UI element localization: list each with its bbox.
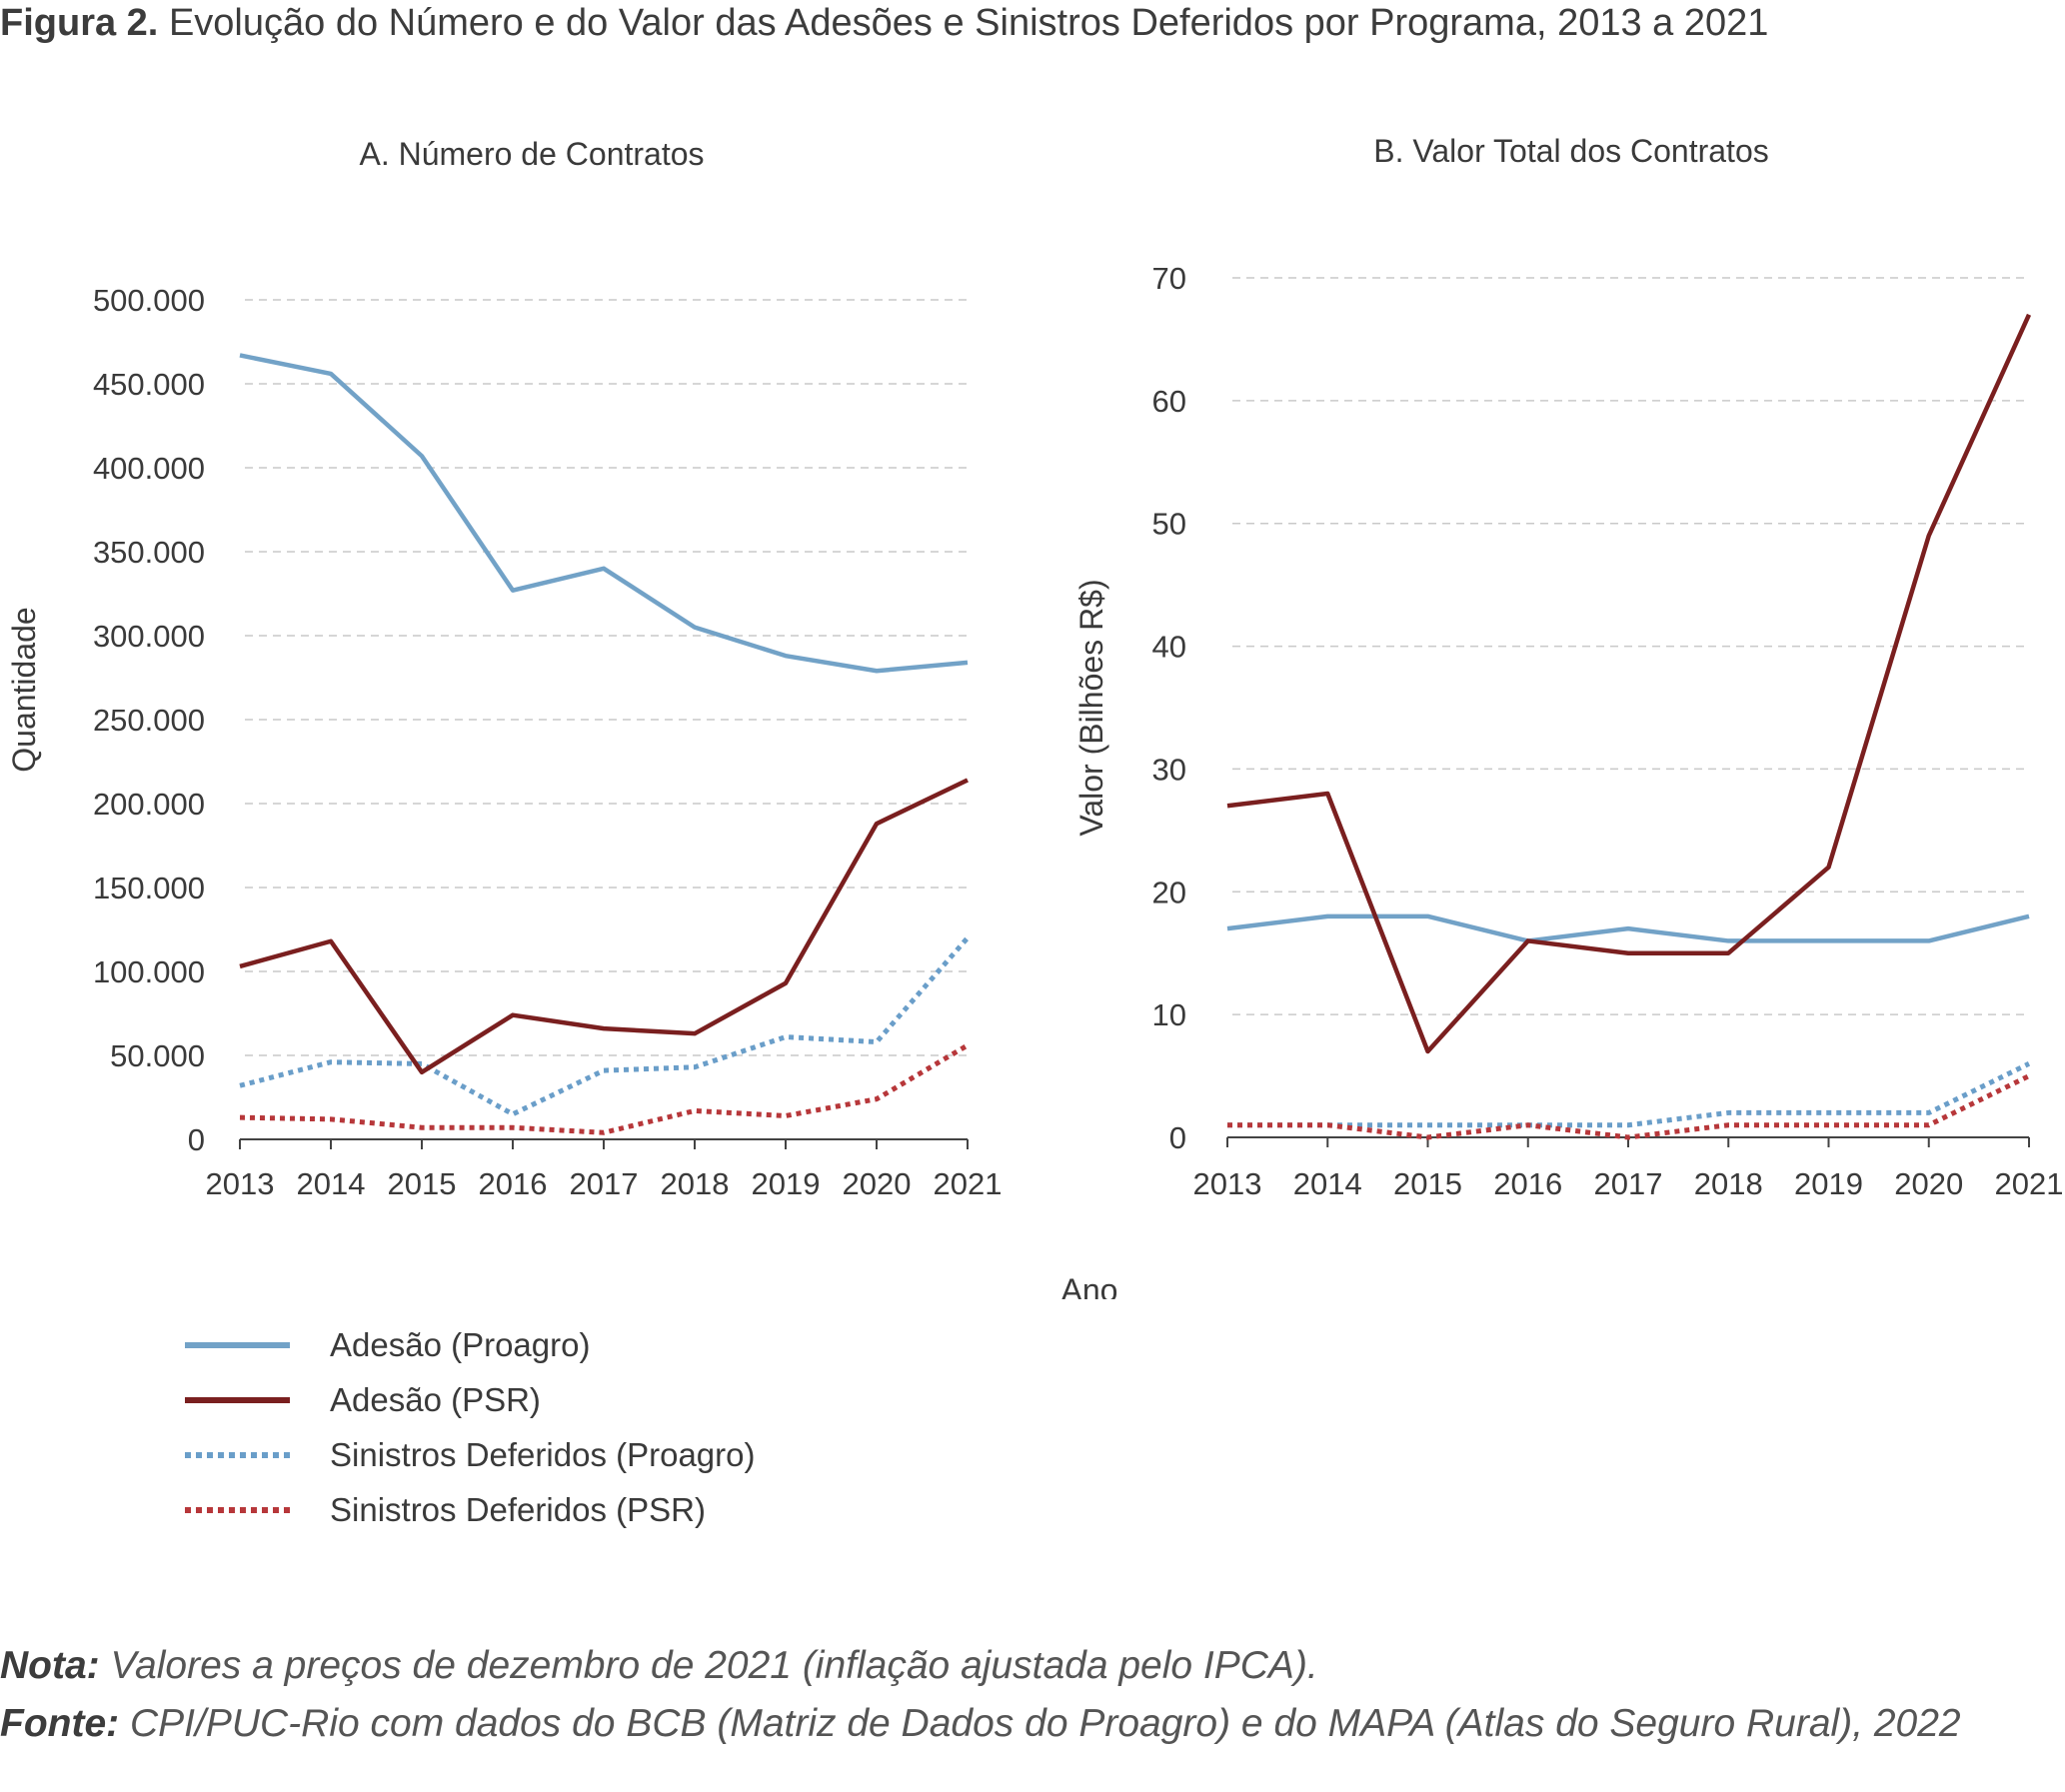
series-line-ades-o-psr (239, 778, 969, 1075)
x-tick-label: 2019 (752, 1166, 821, 1201)
charts-canvas: Ano A. Número de Contratos Quantidade 0 50.… (6, 133, 2063, 1299)
series-line-sinistros-deferidos-proagro (1227, 1061, 2031, 1128)
legend-label: Sinistros Deferidos (PSR) (330, 1490, 706, 1528)
note-line: Nota: Valores a preços de dezembro de 20… (0, 1637, 1961, 1695)
chart-panel-a: A. Número de Contratos Quantidade 0 50.000 1… (6, 136, 1002, 1201)
y-tick-label: 200.000 (93, 787, 205, 822)
x-tick-label: 2016 (1493, 1166, 1562, 1201)
legend: Adesão (Proagro) Adesão (PSR) Sinistros De… (185, 1317, 756, 1537)
series-line-ades-o-proagro (239, 353, 969, 674)
x-tick-label: 2018 (661, 1166, 730, 1201)
x-tick-label: 2017 (1594, 1166, 1663, 1201)
x-tick-label: 2021 (1995, 1166, 2064, 1201)
y-tick-label: 60 (1152, 384, 1186, 419)
x-tick-label: 2021 (934, 1166, 1003, 1201)
x-tick-label: 2020 (1894, 1166, 1963, 1201)
x-tick-label: 2018 (1694, 1166, 1763, 1201)
chart-title: A. Número de Contratos (359, 136, 704, 172)
legend-swatch (185, 1506, 290, 1513)
legend-item: Sinistros Deferidos (PSR) (185, 1482, 756, 1537)
legend-swatch (185, 1451, 290, 1458)
y-tick-label: 0 (1169, 1120, 1186, 1155)
y-axis-label: Valor (Bilhões R$) (1073, 579, 1109, 836)
figure-title: Figura 2. Evolução do Número e do Valor … (0, 2, 1768, 45)
y-tick-label: 70 (1152, 261, 1186, 296)
x-tick-label: 2013 (206, 1166, 275, 1201)
series-line-sinistros-deferidos-proagro (239, 935, 970, 1117)
y-tick-label: 20 (1152, 875, 1186, 909)
y-tick-label: 50 (1152, 507, 1186, 542)
source-label: Fonte: (0, 1702, 120, 1745)
note-label: Nota: (0, 1644, 100, 1687)
legend-item: Adesão (Proagro) (185, 1317, 756, 1372)
x-tick-label: 2015 (388, 1166, 457, 1201)
series-line-sinistros-deferidos-psr (239, 1042, 970, 1135)
y-tick-label: 0 (188, 1122, 205, 1157)
x-tick-label: 2013 (1193, 1166, 1262, 1201)
y-tick-label: 300.000 (93, 619, 205, 654)
x-tick-label: 2014 (1293, 1166, 1362, 1201)
y-axis-label: Quantidade (6, 607, 42, 772)
y-tick-label: 500.000 (93, 283, 205, 318)
y-tick-label: 100.000 (93, 954, 205, 989)
chart-title: B. Valor Total dos Contratos (1373, 133, 1768, 169)
series-line-ades-o-proagro (1226, 913, 2030, 943)
legend-label: Adesão (Proagro) (330, 1325, 591, 1363)
legend-label: Adesão (PSR) (330, 1380, 541, 1418)
figure-title-text: Evolução do Número e do Valor das Adesõe… (168, 2, 1769, 44)
x-tick-label: 2020 (843, 1166, 912, 1201)
shared-x-axis-label: Ano (1061, 1272, 1118, 1299)
source-text: CPI/PUC-Rio com dados do BCB (Matriz de … (119, 1702, 1961, 1745)
x-tick-label: 2016 (479, 1166, 548, 1201)
figure-label: Figura 2. (0, 2, 159, 44)
legend-swatch (185, 1341, 290, 1348)
x-tick-label: 2017 (570, 1166, 639, 1201)
x-tick-label: 2014 (297, 1166, 366, 1201)
chart-panel-b: B. Valor Total dos Contratos Valor (Bilhõ… (1073, 133, 2063, 1201)
y-tick-label: 250.000 (93, 703, 205, 738)
legend-item: Adesão (PSR) (185, 1372, 756, 1427)
series-line-sinistros-deferidos-psr (1227, 1073, 2031, 1140)
series-line-ades-o-psr (1226, 313, 2032, 1054)
y-tick-label: 450.000 (93, 367, 205, 402)
y-tick-label: 10 (1152, 997, 1186, 1032)
legend-swatch (185, 1396, 290, 1403)
y-tick-label: 40 (1152, 630, 1186, 665)
note-text: Valores a preços de dezembro de 2021 (in… (99, 1644, 1318, 1687)
x-tick-label: 2015 (1393, 1166, 1462, 1201)
legend-item: Sinistros Deferidos (Proagro) (185, 1427, 756, 1482)
y-tick-label: 50.000 (110, 1038, 205, 1073)
source-line: Fonte: CPI/PUC-Rio com dados do BCB (Mat… (0, 1695, 1961, 1753)
y-tick-label: 400.000 (93, 451, 205, 486)
notes: Nota: Valores a preços de dezembro de 20… (0, 1637, 1961, 1753)
y-tick-label: 350.000 (93, 535, 205, 570)
y-tick-label: 30 (1152, 752, 1186, 787)
legend-label: Sinistros Deferidos (Proagro) (330, 1435, 756, 1473)
y-tick-label: 150.000 (93, 871, 205, 905)
x-tick-label: 2019 (1794, 1166, 1863, 1201)
